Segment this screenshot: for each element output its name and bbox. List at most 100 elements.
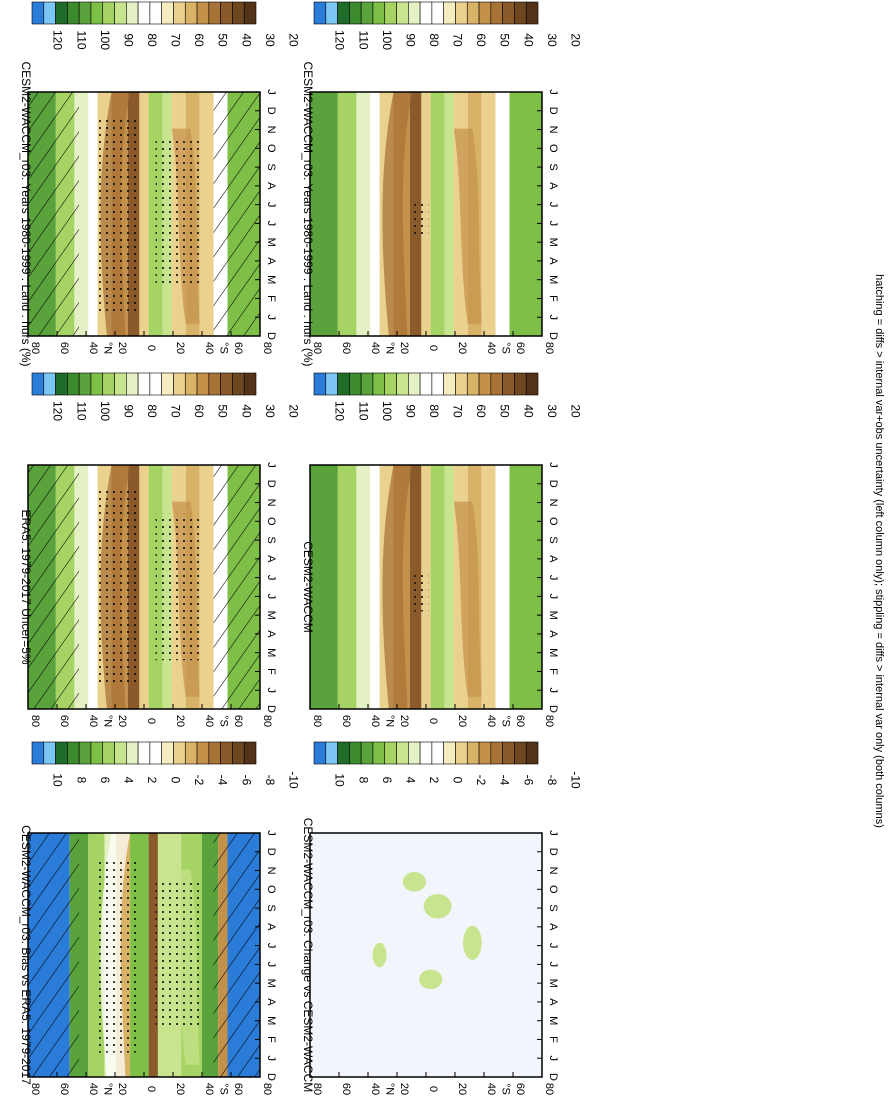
contour-band (481, 465, 496, 709)
stippling (155, 881, 202, 1029)
colorbar-swatch (184, 1, 198, 25)
colorbar-swatch (161, 741, 174, 765)
colorbar-label: 8 (74, 777, 88, 784)
colorbar-swatch (220, 372, 233, 396)
month-tick-label: M (265, 275, 277, 284)
colorbar-label: 90 (121, 33, 135, 47)
panel-4: 80 60 40 20 0 20 40 60 80 °N °S D J F M A M J J A S O N D J CESM2… (301, 372, 582, 727)
colorbar-label: 70 (169, 33, 183, 47)
panel-2: 80 60 40 20 0 20 40 60 80 °N °S D J F M A M J J A S O N D J CESM2… (301, 1, 582, 367)
colorbar-label: 30 (263, 33, 277, 47)
lat-tick-label: 20 (116, 342, 128, 354)
month-tick-label: D (265, 480, 277, 488)
contour-band (139, 92, 149, 336)
stippling (97, 116, 140, 312)
colorbar-label: 120 (51, 30, 65, 50)
lat-tick-label: 40 (485, 715, 497, 727)
colorbar-label: 120 (51, 401, 65, 421)
colorbar-label: -4 (216, 775, 230, 786)
colorbar-swatch (114, 372, 127, 396)
lat-tick-label: 80 (543, 1083, 555, 1095)
lat-tick-label: 40 (87, 342, 99, 354)
colorbar-swatch (149, 1, 162, 25)
colorbar-swatch (325, 1, 338, 25)
colorbar-swatch (208, 741, 221, 765)
lat-tick-label: 40 (87, 715, 99, 727)
colorbar-swatch (55, 1, 68, 25)
hemisphere-label: °S (500, 342, 512, 354)
month-tick-label: J (265, 314, 277, 320)
colorbar-swatch (514, 372, 527, 396)
month-tick-label: J (265, 202, 277, 208)
colorbar-label: 120 (333, 30, 347, 50)
colorbar-label: 90 (403, 404, 417, 418)
contour-band (199, 465, 214, 709)
colorbar-swatch (443, 372, 456, 396)
contour-band (370, 92, 380, 336)
month-tick-label: A (265, 630, 277, 638)
colorbar-swatch (349, 1, 362, 25)
month-tick-label: A (265, 923, 277, 931)
lat-tick-label: 0 (145, 345, 157, 351)
month-tick-label: S (265, 163, 277, 170)
colorbar-label: 90 (403, 33, 417, 47)
colorbar-swatch (149, 372, 162, 396)
colorbar-swatch (243, 372, 257, 396)
month-tick-label: J (547, 962, 559, 968)
lat-tick-label: 0 (427, 718, 439, 724)
colorbar-swatch (466, 372, 480, 396)
month-tick-label: D (547, 107, 559, 115)
month-tick-label: J (547, 594, 559, 600)
month-tick-label: A (547, 998, 559, 1006)
colorbar-label: -8 (545, 775, 559, 786)
month-tick-label: N (265, 499, 277, 507)
panel-title: CESM2-WACCM_r03: Years 1980-1999 : Land … (19, 61, 33, 366)
footer-note: hatching = diffs > internal var+obs unce… (873, 274, 885, 828)
colorbar-swatch (196, 1, 210, 25)
colorbar-swatch (384, 372, 397, 396)
colorbar-label: 20 (286, 33, 300, 47)
month-tick-label: M (547, 611, 559, 620)
colorbar-swatch (67, 372, 80, 396)
colorbar-label: -6 (521, 775, 535, 786)
lat-tick-label: 60 (340, 715, 352, 727)
contour-blob (463, 925, 482, 960)
month-tick-label: J (265, 89, 277, 95)
colorbar-swatch (455, 741, 468, 765)
colorbar-swatch (232, 741, 245, 765)
colorbar-label: 6 (98, 777, 112, 784)
month-tick-label: D (547, 705, 559, 713)
month-tick-label: J (265, 830, 277, 836)
lat-tick-label: 40 (203, 1083, 215, 1095)
month-tick-label: F (547, 295, 559, 302)
month-tick-label: D (265, 848, 277, 856)
panel-6: 80 60 40 20 0 20 40 60 80°N °SDJFMAMJJASONDJCESM2… (301, 741, 582, 1095)
month-tick-label: J (265, 962, 277, 968)
hatching (213, 465, 260, 709)
hatching (213, 92, 260, 336)
month-tick-label: F (265, 668, 277, 675)
hemisphere-label: °N (384, 715, 396, 727)
contour-band (444, 92, 454, 336)
colorbar-label: 80 (427, 404, 441, 418)
colorbar-label: 30 (263, 404, 277, 418)
contour-band (370, 465, 380, 709)
month-tick-label: J (265, 221, 277, 227)
lat-tick-label: 60 (232, 1083, 244, 1095)
colorbar-swatch (514, 1, 527, 25)
colorbar-swatch (490, 1, 503, 25)
colorbar-swatch (90, 1, 104, 25)
contour-band (337, 465, 357, 709)
colorbar-label: -4 (498, 775, 512, 786)
colorbar-label: 8 (356, 777, 370, 784)
contour-band (430, 92, 445, 336)
contour-band (444, 465, 454, 709)
colorbar-label: 0 (451, 777, 465, 784)
colorbar-label: 120 (333, 401, 347, 421)
lat-tick-label: 20 (116, 1083, 128, 1095)
month-tick-label: S (547, 536, 559, 543)
colorbar-label: 20 (568, 33, 582, 47)
stippling (414, 574, 429, 612)
lat-tick-label: 40 (203, 715, 215, 727)
